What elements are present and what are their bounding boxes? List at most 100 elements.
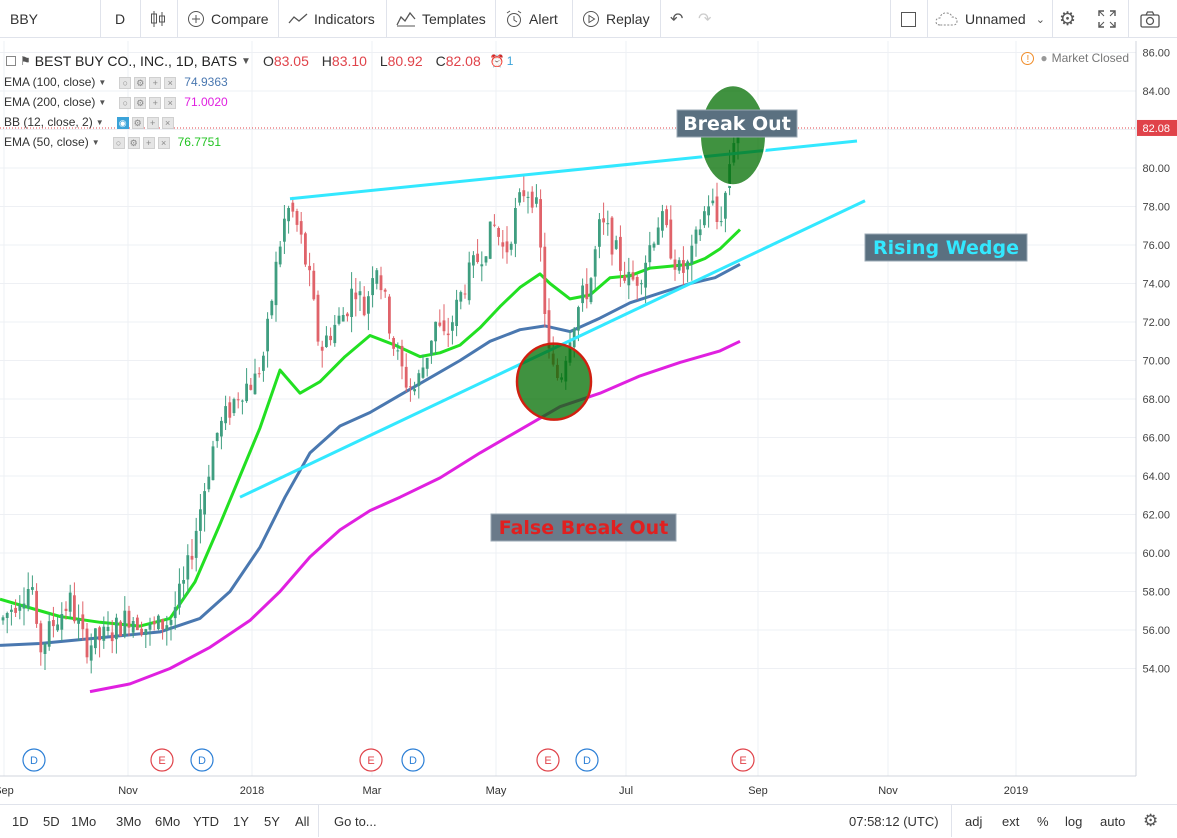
indicator-row-bb[interactable]: BB (12, close, 2) ▼ ◉ ⚙ + ×: [0, 112, 228, 132]
chart-pane[interactable]: Break Out Rising Wedge False Break Out D E D…: [0, 41, 1177, 804]
last-price-badge: [1137, 119, 1177, 136]
indicator-row-ema100[interactable]: EMA (100, close) ▼ ○ ⚙ + × 74.9363: [0, 72, 228, 92]
ema-100-line: [0, 262, 741, 647]
range-button-5y[interactable]: 5Y: [264, 813, 280, 829]
candle-body: [623, 275, 626, 281]
settings-button[interactable]: ⚙: [1059, 0, 1076, 38]
gear-icon[interactable]: ⚙: [127, 137, 140, 149]
plus-icon[interactable]: +: [142, 137, 155, 149]
symbol-title[interactable]: BEST BUY CO., INC., 1D, BATS: [34, 53, 238, 69]
goto-button[interactable]: Go to...: [334, 805, 377, 837]
candle-body: [52, 620, 55, 627]
adj-toggle[interactable]: adj: [965, 805, 982, 837]
gear-icon[interactable]: ⚙: [134, 77, 147, 89]
price-chart[interactable]: Break Out Rising Wedge False Break Out D E D…: [0, 41, 1177, 804]
indicator-name[interactable]: EMA (50, close): [4, 135, 89, 149]
eye-icon[interactable]: ○: [119, 97, 132, 109]
fullscreen-toggle-button[interactable]: [901, 0, 916, 38]
templates-button[interactable]: Templates: [396, 0, 486, 38]
range-button-5d[interactable]: 5D: [43, 813, 60, 829]
candle-body: [270, 300, 274, 316]
drawings[interactable]: Break Out Rising Wedge False Break Out: [239, 84, 1028, 542]
candle-body: [593, 249, 597, 277]
close-icon[interactable]: ×: [164, 97, 177, 109]
eye-icon[interactable]: ○: [112, 137, 125, 149]
earnings-marker[interactable]: [731, 748, 755, 772]
close-icon[interactable]: ×: [157, 137, 170, 149]
price-axis[interactable]: 86.0084.0082.0080.0078.0076.0074.0072.00…: [1135, 41, 1177, 776]
close-icon[interactable]: ×: [161, 117, 174, 129]
gear-icon[interactable]: ⚙: [131, 117, 144, 129]
chevron-down-icon[interactable]: ▼: [98, 77, 107, 87]
alert-button[interactable]: Alert: [505, 0, 558, 38]
candle-body: [232, 399, 236, 414]
dividend-marker[interactable]: [22, 748, 46, 772]
chevron-down-icon: ⌄: [1035, 13, 1045, 26]
event-marker-label: D: [409, 755, 417, 767]
range-button-1y[interactable]: 1Y: [233, 813, 249, 829]
range-button-1d[interactable]: 1D: [12, 813, 29, 829]
eye-icon[interactable]: ◉: [116, 117, 129, 129]
percent-label: %: [1037, 813, 1049, 829]
chevron-down-icon[interactable]: ▼: [95, 117, 104, 127]
eye-icon[interactable]: ○: [119, 77, 132, 89]
redo-button[interactable]: ↷: [698, 0, 711, 38]
candle-body: [157, 615, 160, 630]
close-icon[interactable]: ×: [164, 77, 177, 89]
snapshot-button[interactable]: [1140, 0, 1160, 38]
time-axis[interactable]: Sep Nov 2018 Mar May Jul Sep Nov 2019: [0, 775, 1136, 797]
replay-button[interactable]: Replay: [582, 0, 650, 38]
plus-icon[interactable]: +: [149, 97, 162, 109]
indicator-name[interactable]: BB (12, close, 2): [4, 115, 93, 129]
indicator-row-ema50[interactable]: EMA (50, close) ▼ ○ ⚙ + × 76.7751: [0, 132, 228, 152]
gear-icon[interactable]: ⚙: [134, 97, 147, 109]
earnings-marker[interactable]: [359, 748, 383, 772]
candle-body: [43, 643, 47, 654]
clock[interactable]: 07:58:12 (UTC): [849, 805, 939, 837]
dividend-marker[interactable]: [401, 748, 425, 772]
event-marker-label: D: [198, 755, 206, 767]
earnings-marker[interactable]: [536, 748, 560, 772]
log-toggle[interactable]: log: [1065, 805, 1082, 837]
divider: [951, 805, 952, 837]
chevron-down-icon[interactable]: ▼: [98, 97, 107, 107]
auto-toggle[interactable]: auto: [1100, 805, 1125, 837]
range-button-1mo[interactable]: 1Mo: [71, 813, 97, 829]
price-tick-label: 58.00: [1142, 587, 1170, 599]
price-tick-label: 72.00: [1142, 317, 1170, 329]
undo-button[interactable]: ↶: [670, 0, 683, 38]
interval-button[interactable]: D: [115, 0, 125, 38]
range-button-6mo[interactable]: 6Mo: [155, 813, 181, 829]
plus-icon[interactable]: +: [149, 77, 162, 89]
earnings-marker[interactable]: [150, 748, 174, 772]
annotation-box: [676, 109, 798, 138]
ext-toggle[interactable]: ext: [1002, 805, 1019, 837]
fullscreen-button[interactable]: [1098, 0, 1116, 38]
candle-body: [413, 389, 416, 392]
chart-style-button[interactable]: [150, 0, 166, 38]
indicator-name[interactable]: EMA (200, close): [4, 95, 96, 109]
candle-body: [543, 246, 547, 314]
symbol-search[interactable]: BBY: [10, 0, 38, 38]
range-button-all[interactable]: All: [295, 813, 310, 829]
plus-icon[interactable]: +: [146, 117, 159, 129]
collapse-icon[interactable]: [6, 56, 16, 66]
layout-menu-button[interactable]: Unnamed ⌄: [935, 0, 1045, 38]
settings-button[interactable]: ⚙: [1143, 805, 1158, 837]
compare-button[interactable]: Compare: [187, 0, 269, 38]
dividend-marker[interactable]: [190, 748, 214, 772]
candle-body: [719, 221, 723, 223]
range-button-ytd[interactable]: YTD: [193, 813, 219, 829]
range-button-3mo[interactable]: 3Mo: [116, 813, 142, 829]
candle-body: [35, 590, 38, 624]
percent-toggle[interactable]: %: [1037, 805, 1049, 837]
candle-body: [501, 242, 505, 247]
chevron-down-icon[interactable]: ▼: [91, 137, 100, 147]
chevron-down-icon[interactable]: ▼: [241, 55, 251, 67]
dividend-marker[interactable]: [575, 748, 599, 772]
indicator-row-ema200[interactable]: EMA (200, close) ▼ ○ ⚙ + × 71.0020: [0, 92, 228, 112]
indicator-name[interactable]: EMA (100, close): [4, 75, 96, 89]
candle-body: [77, 619, 80, 624]
indicators-button[interactable]: Indicators: [288, 0, 375, 38]
